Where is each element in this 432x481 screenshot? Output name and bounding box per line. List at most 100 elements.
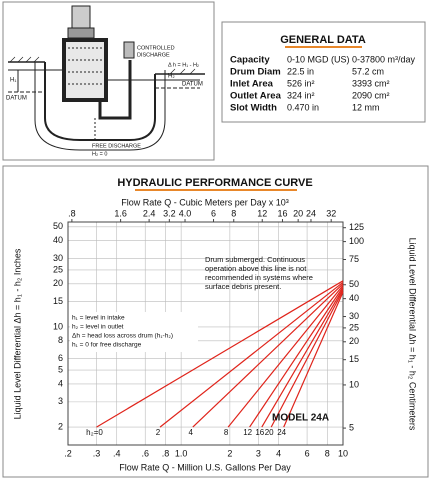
note: h₁ = level in intake bbox=[72, 315, 125, 322]
row-label: Inlet Area bbox=[230, 79, 274, 90]
diagram-label: H₂ = 0 bbox=[92, 151, 107, 157]
x-tick-label: .6 bbox=[141, 448, 149, 458]
x-axis-label: Flow Rate Q - Million U.S. Gallons Per D… bbox=[119, 462, 291, 472]
diagram-drawing bbox=[8, 5, 205, 151]
series-line bbox=[159, 281, 344, 428]
row-label: Outlet Area bbox=[230, 91, 282, 102]
plot-border bbox=[67, 221, 344, 446]
x2-tick-label: .8 bbox=[68, 208, 76, 218]
x-tick-label: .4 bbox=[113, 448, 121, 458]
x2-tick-label: 3.2 bbox=[163, 208, 176, 218]
x2-tick-label: 4.0 bbox=[179, 208, 192, 218]
series-label: h₂=0 bbox=[86, 428, 103, 437]
x-tick-label: 1.0 bbox=[175, 448, 188, 458]
diagram-label: FREE DISCHARGE bbox=[92, 143, 141, 149]
x2-axis-label: Flow Rate Q - Cubic Meters per Day x 10³ bbox=[121, 197, 289, 207]
series-line bbox=[270, 290, 344, 428]
diagram-label: DATUM bbox=[6, 96, 27, 102]
plot: .2.3.4.6.8 1.0 2 3 4 6 8 10.8 1.6 2.4 3.2 4.0 6 8 12 16… bbox=[53, 208, 364, 458]
y-tick-label: 2 bbox=[58, 421, 63, 431]
y2-tick-label: 75 bbox=[349, 254, 359, 264]
x2-tick-label: 2.4 bbox=[143, 208, 156, 218]
series-line bbox=[192, 283, 344, 428]
annotation: Drum submerged. Continuous bbox=[205, 255, 305, 264]
y-tick-label: 15 bbox=[53, 296, 63, 306]
diagram-label: CONTROLLED bbox=[137, 45, 175, 51]
y2-tick-label: 15 bbox=[349, 354, 359, 364]
x-tick-label: 6 bbox=[305, 448, 310, 458]
series-label: 20 bbox=[265, 428, 274, 437]
x-tick-label: 10 bbox=[338, 448, 348, 458]
y2-tick-label: 10 bbox=[349, 379, 359, 389]
y-axis-label: Liquid Level Differential Δh = h₁ - h₂ I… bbox=[12, 248, 22, 419]
diagram-label: Δ h = H₁ - H₂ bbox=[168, 62, 199, 68]
x-tick-label: 2 bbox=[227, 448, 232, 458]
y2-tick-label: 40 bbox=[349, 293, 359, 303]
row-value: 0.470 in bbox=[287, 102, 319, 112]
diagram-label: DISCHARGE bbox=[137, 52, 170, 58]
row-value: 12 mm bbox=[352, 102, 380, 112]
row-value: 0-37800 m³/day bbox=[352, 54, 416, 64]
y2-tick-label: 5 bbox=[349, 422, 354, 432]
diagram-label: H₂ bbox=[168, 74, 175, 80]
y-tick-label: 4 bbox=[58, 378, 63, 388]
y-tick-label: 6 bbox=[58, 353, 63, 363]
y-tick-label: 10 bbox=[53, 321, 63, 331]
row-value: 22.5 in bbox=[287, 66, 314, 76]
x2-tick-label: 20 bbox=[293, 208, 303, 218]
row-value: 0-10 MGD (US) bbox=[287, 54, 350, 64]
y2-tick-label: 20 bbox=[349, 336, 359, 346]
x2-tick-label: 1.6 bbox=[114, 208, 127, 218]
x2-tick-label: 16 bbox=[277, 208, 287, 218]
general-data-table: Capacity 0-10 MGD (US) 0-37800 m³/day Drum … bbox=[230, 54, 416, 113]
x-tick-label: 4 bbox=[276, 448, 281, 458]
y-tick-label: 3 bbox=[58, 396, 63, 406]
y2-tick-label: 125 bbox=[349, 222, 364, 232]
series-label: 24 bbox=[277, 428, 286, 437]
row-value: 526 in² bbox=[287, 78, 315, 88]
y2-tick-label: 50 bbox=[349, 279, 359, 289]
series-line bbox=[261, 288, 344, 428]
row-label: Drum Diam bbox=[230, 67, 281, 78]
note: h₂ = level in outlet bbox=[72, 324, 124, 331]
y2-tick-label: 100 bbox=[349, 236, 364, 246]
general-data-title: GENERAL DATA bbox=[280, 34, 366, 46]
x-tick-label: .2 bbox=[64, 448, 72, 458]
series-label: 12 bbox=[243, 428, 252, 437]
x2-tick-label: 12 bbox=[257, 208, 267, 218]
y-tick-label: 30 bbox=[53, 253, 63, 263]
y-tick-label: 8 bbox=[58, 335, 63, 345]
series-line bbox=[283, 291, 344, 428]
notes-box bbox=[70, 312, 198, 352]
annotation: operation above this line is not bbox=[205, 264, 307, 273]
diagram-label: H₁ bbox=[10, 78, 16, 84]
y2-axis-label: Liquid Level Differential Δh = h₁ - h₂ C… bbox=[408, 238, 418, 431]
chart-title: HYDRAULIC PERFORMANCE CURVE bbox=[117, 177, 312, 189]
series-line bbox=[96, 280, 344, 428]
row-value: 324 in² bbox=[287, 90, 315, 100]
y-tick-label: 5 bbox=[58, 364, 63, 374]
x-tick-label: 8 bbox=[325, 448, 330, 458]
annotation: recommended in systems where bbox=[205, 273, 313, 282]
series-line bbox=[249, 286, 344, 428]
series-label: 2 bbox=[156, 428, 161, 437]
series-label: 8 bbox=[224, 428, 229, 437]
x-tick-label: 3 bbox=[256, 448, 261, 458]
model-label: MODEL 24A bbox=[272, 413, 329, 424]
row-value: 57.2 cm bbox=[352, 66, 384, 76]
row-label: Slot Width bbox=[230, 103, 277, 114]
y2-tick-label: 30 bbox=[349, 311, 359, 321]
note: h₁ = 0 for free discharge bbox=[72, 342, 142, 349]
diagram-label: DATUM bbox=[182, 82, 203, 88]
row-label: Capacity bbox=[230, 55, 270, 66]
x-tick-label: .8 bbox=[162, 448, 170, 458]
general-data-frame bbox=[221, 21, 426, 123]
y2-tick-label: 25 bbox=[349, 322, 359, 332]
y-tick-label: 40 bbox=[53, 235, 63, 245]
series-label: 16 bbox=[255, 428, 264, 437]
series-label: 4 bbox=[189, 428, 194, 437]
row-value: 3393 cm² bbox=[352, 78, 390, 88]
x2-tick-label: 8 bbox=[231, 208, 236, 218]
series-line bbox=[227, 285, 344, 428]
